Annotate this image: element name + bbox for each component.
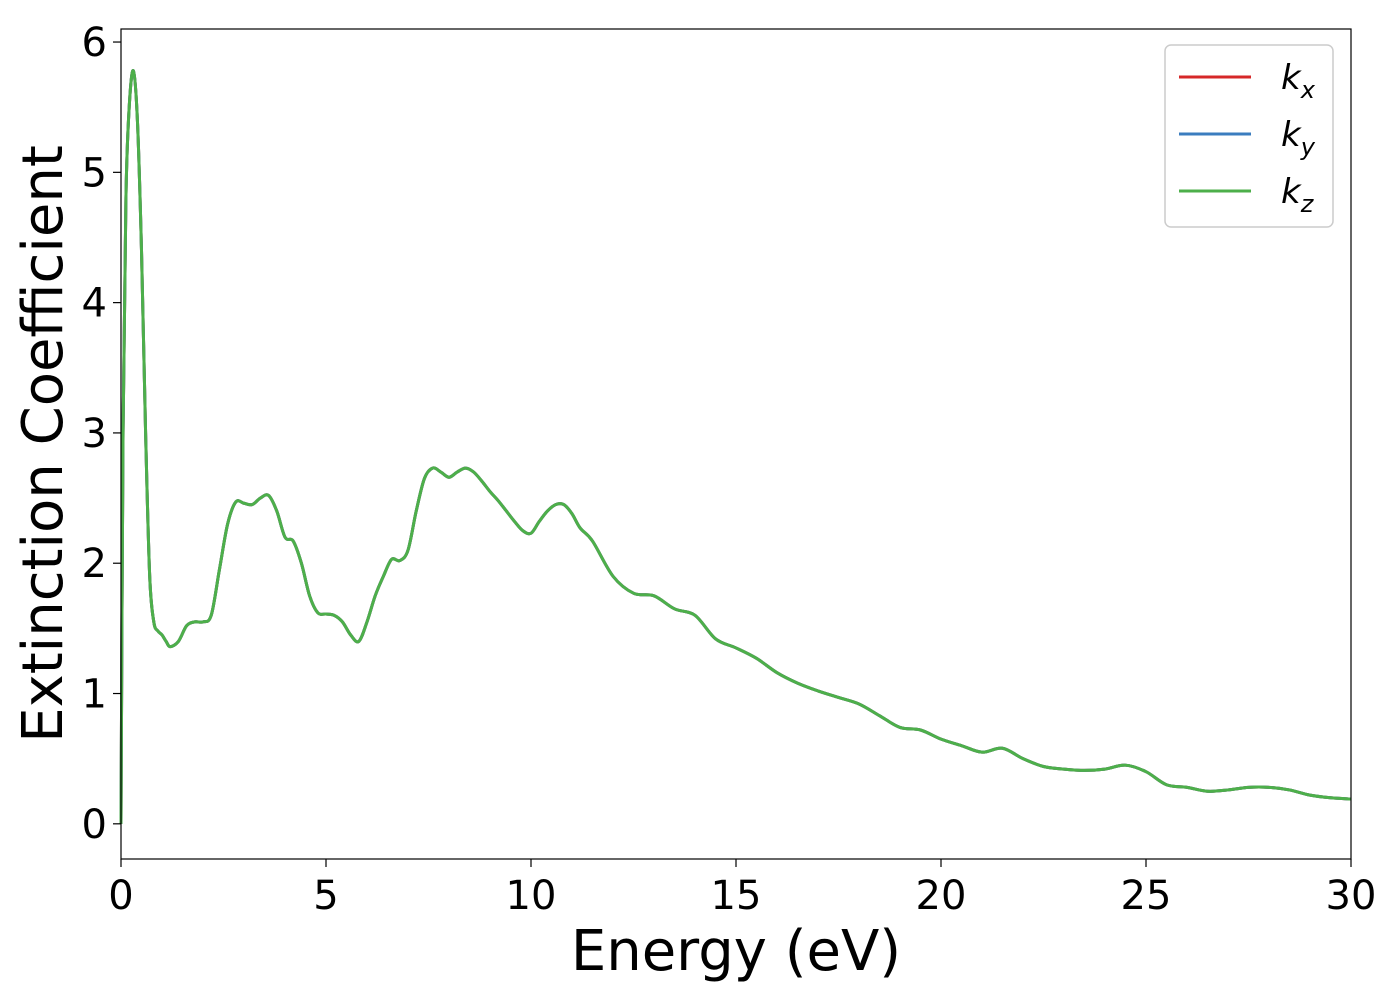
- x-tick-label: 25: [1121, 873, 1172, 919]
- y-tick-label: 1: [82, 672, 107, 718]
- x-tick-label: 5: [313, 873, 338, 919]
- x-axis-label: Energy (eV): [571, 919, 901, 984]
- series-layer: [119, 69, 1352, 824]
- legend-label-x: kx: [1281, 58, 1316, 104]
- plot-background: [121, 29, 1351, 859]
- y-tick-label: 0: [82, 802, 107, 848]
- legend-label-z: kz: [1281, 172, 1315, 218]
- x-tick-label: 15: [711, 873, 762, 919]
- x-tick-label: 30: [1326, 873, 1377, 919]
- y-tick-label: 3: [82, 411, 107, 457]
- y-axis-ticks: 0 1 2 3 4 5 6: [82, 20, 121, 848]
- legend-label-y: ky: [1281, 115, 1316, 161]
- y-tick-label: 5: [82, 150, 107, 196]
- series-line-z: [119, 69, 1352, 824]
- x-tick-label: 0: [108, 873, 133, 919]
- legend-box: [1164, 44, 1334, 228]
- legend: kx ky kz: [1164, 44, 1334, 228]
- x-tick-label: 10: [506, 873, 557, 919]
- y-tick-label: 6: [82, 20, 107, 66]
- y-axis-label: Extinction Coefficient: [11, 145, 76, 743]
- x-tick-label: 20: [916, 873, 967, 919]
- x-axis-ticks: 0 5 10 15 20 25 30: [108, 859, 1376, 919]
- y-tick-label: 4: [82, 281, 107, 327]
- y-tick-label: 2: [82, 541, 107, 587]
